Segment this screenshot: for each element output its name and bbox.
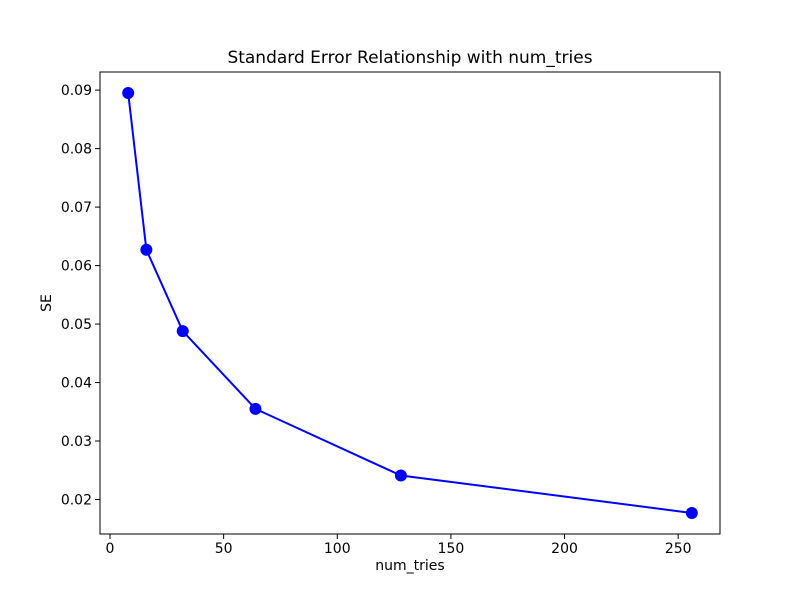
data-point — [140, 243, 153, 256]
x-tick-label: 0 — [106, 541, 115, 557]
data-point — [685, 506, 698, 519]
x-tick-label: 100 — [324, 541, 351, 557]
y-axis-ticks: 0.02 0.03 0.04 0.05 0.06 0.07 0.08 0.09 — [61, 83, 100, 508]
data-point — [394, 469, 407, 482]
x-tick-label: 150 — [438, 541, 465, 557]
y-tick-label: 0.03 — [61, 434, 92, 450]
y-tick-label: 0.02 — [61, 492, 92, 508]
series-line — [127, 92, 692, 514]
y-tick-label: 0.04 — [61, 376, 92, 392]
x-tick-label: 250 — [665, 541, 692, 557]
data-series — [122, 87, 698, 519]
chart-title: Standard Error Relationship with num_tri… — [227, 48, 592, 68]
y-tick-label: 0.07 — [61, 200, 92, 216]
y-tick-label: 0.08 — [61, 142, 92, 158]
data-point — [122, 87, 135, 100]
x-tick-label: 200 — [551, 541, 578, 557]
data-point — [249, 402, 262, 415]
x-axis-label: num_tries — [375, 558, 444, 574]
data-point — [176, 325, 189, 338]
plot-area — [99, 71, 721, 535]
x-axis-ticks: 0 50 100 150 200 250 — [106, 534, 692, 557]
y-tick-label: 0.09 — [61, 83, 92, 99]
x-tick-label: 50 — [215, 541, 233, 557]
y-axis-label: SE — [39, 294, 55, 312]
y-tick-label: 0.05 — [61, 317, 92, 333]
y-tick-label: 0.06 — [61, 259, 92, 275]
